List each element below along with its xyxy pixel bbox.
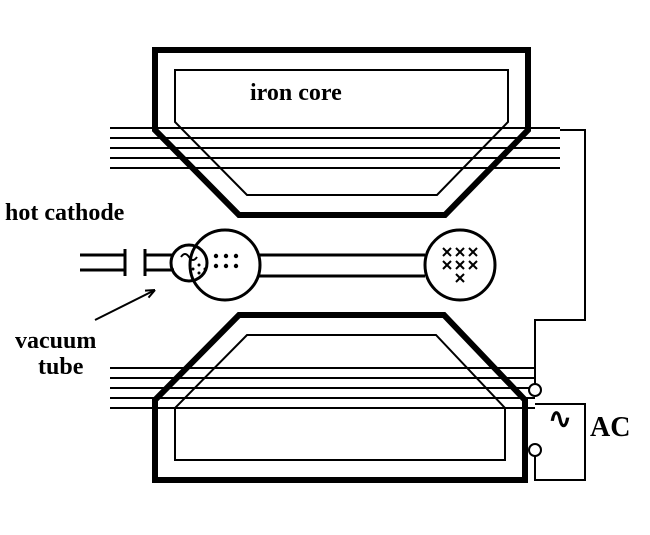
pole-neck <box>259 255 425 276</box>
ac-label: AC <box>590 412 630 444</box>
iron-core-label: iron core <box>250 80 342 107</box>
svg-text:∿: ∿ <box>548 404 571 435</box>
iron-core-top <box>155 50 528 215</box>
coil-top <box>110 128 560 168</box>
coil-bottom <box>110 368 535 408</box>
vacuum-tube-label-1: vacuum <box>15 328 96 355</box>
vacuum-tube-label-2: tube <box>38 354 83 381</box>
ac-wiring: ∿ <box>529 130 585 480</box>
arrow-icon <box>95 290 155 320</box>
hot-cathode-icon <box>80 245 207 281</box>
hot-cathode-label: hot cathode <box>5 200 124 227</box>
